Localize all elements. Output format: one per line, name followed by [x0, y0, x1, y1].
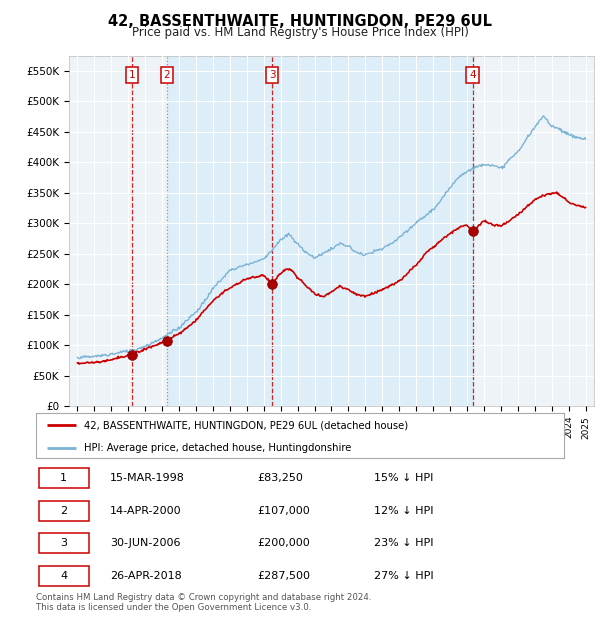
Text: 1: 1	[60, 473, 67, 483]
Text: This data is licensed under the Open Government Licence v3.0.: This data is licensed under the Open Gov…	[36, 603, 311, 612]
Text: HPI: Average price, detached house, Huntingdonshire: HPI: Average price, detached house, Hunt…	[83, 443, 351, 453]
Text: 26-APR-2018: 26-APR-2018	[110, 571, 182, 581]
FancyBboxPatch shape	[38, 533, 89, 554]
Text: 2: 2	[164, 70, 170, 80]
Text: 3: 3	[269, 70, 275, 80]
Text: 1: 1	[128, 70, 135, 80]
FancyBboxPatch shape	[38, 500, 89, 521]
Text: 14-APR-2000: 14-APR-2000	[110, 506, 182, 516]
Text: 42, BASSENTHWAITE, HUNTINGDON, PE29 6UL: 42, BASSENTHWAITE, HUNTINGDON, PE29 6UL	[108, 14, 492, 29]
FancyBboxPatch shape	[38, 468, 89, 489]
Text: 42, BASSENTHWAITE, HUNTINGDON, PE29 6UL (detached house): 42, BASSENTHWAITE, HUNTINGDON, PE29 6UL …	[83, 420, 407, 430]
Bar	[167, 56, 473, 406]
Text: 30-JUN-2006: 30-JUN-2006	[110, 538, 181, 548]
Text: 15-MAR-1998: 15-MAR-1998	[110, 473, 185, 483]
Text: 4: 4	[60, 571, 67, 581]
Text: Price paid vs. HM Land Registry's House Price Index (HPI): Price paid vs. HM Land Registry's House …	[131, 26, 469, 39]
Text: 4: 4	[469, 70, 476, 80]
Text: 3: 3	[60, 538, 67, 548]
Text: 23% ↓ HPI: 23% ↓ HPI	[374, 538, 433, 548]
Text: 2: 2	[60, 506, 67, 516]
Text: 27% ↓ HPI: 27% ↓ HPI	[374, 571, 434, 581]
FancyBboxPatch shape	[38, 565, 89, 586]
Text: £107,000: £107,000	[258, 506, 311, 516]
Text: £83,250: £83,250	[258, 473, 304, 483]
Text: 15% ↓ HPI: 15% ↓ HPI	[374, 473, 433, 483]
Text: £200,000: £200,000	[258, 538, 311, 548]
Text: 12% ↓ HPI: 12% ↓ HPI	[374, 506, 433, 516]
Text: Contains HM Land Registry data © Crown copyright and database right 2024.: Contains HM Land Registry data © Crown c…	[36, 593, 371, 602]
Text: £287,500: £287,500	[258, 571, 311, 581]
